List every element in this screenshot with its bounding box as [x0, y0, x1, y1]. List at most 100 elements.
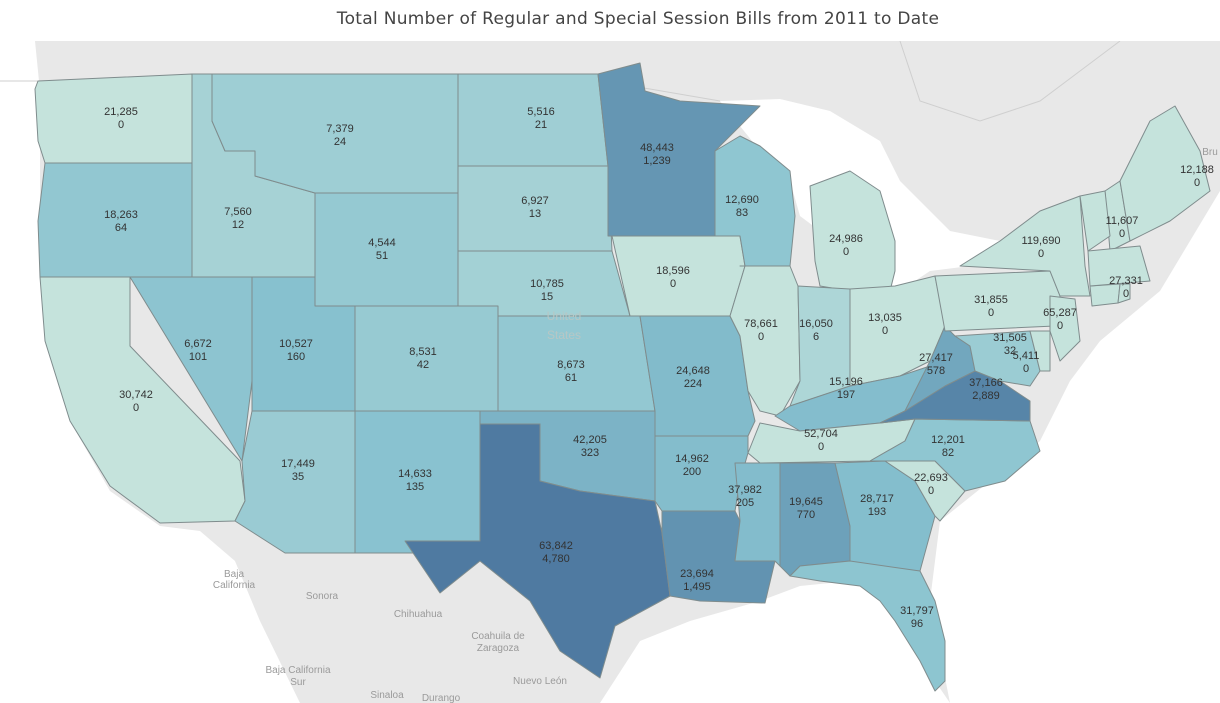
state-nj[interactable] — [1049, 295, 1081, 362]
state-wa-regular-label: 21,285 — [104, 106, 138, 118]
state-vt-special-label: 0 — [1119, 228, 1125, 240]
geo-label-durango: Durango — [422, 693, 461, 703]
state-mn[interactable] — [597, 62, 761, 237]
state-nd-special-label: 21 — [535, 119, 547, 131]
state-ma-special-label: 0 — [1123, 288, 1129, 300]
state-ms-special-label: 205 — [736, 497, 754, 509]
state-ct[interactable] — [1089, 283, 1121, 307]
state-ky-regular-label: 15,196 — [829, 376, 863, 388]
state-in-regular-label: 16,050 — [799, 318, 833, 330]
state-mi-regular-label: 24,986 — [829, 233, 863, 245]
state-ok-special-label: 323 — [581, 447, 599, 459]
state-wy-regular-label: 4,544 — [368, 237, 396, 249]
geo-label-bru: Bru — [1202, 147, 1218, 158]
state-ga-regular-label: 28,717 — [860, 493, 894, 505]
state-la-regular-label: 23,694 — [680, 568, 714, 580]
state-mi[interactable] — [809, 170, 896, 292]
state-ar[interactable] — [654, 435, 749, 512]
state-sd-regular-label: 6,927 — [521, 195, 549, 207]
state-or-special-label: 64 — [115, 222, 127, 234]
state-co-special-label: 42 — [417, 359, 429, 371]
state-il-regular-label: 78,661 — [744, 318, 778, 330]
state-ma-regular-label: 27,331 — [1109, 275, 1143, 287]
state-de[interactable] — [1029, 330, 1051, 372]
state-sc-regular-label: 22,693 — [914, 472, 948, 484]
state-ny[interactable] — [959, 195, 1091, 297]
choropleth-map[interactable]: 21,285018,2636430,74207,560126,6721017,3… — [0, 41, 1220, 703]
state-oh-special-label: 0 — [882, 325, 888, 337]
state-al-special-label: 770 — [797, 509, 815, 521]
state-fl[interactable] — [789, 560, 946, 692]
state-nd-regular-label: 5,516 — [527, 106, 555, 118]
state-il-special-label: 0 — [758, 331, 764, 343]
state-nd[interactable] — [457, 73, 609, 167]
state-me[interactable] — [1119, 105, 1211, 242]
state-ar-special-label: 200 — [683, 466, 701, 478]
state-ga-special-label: 193 — [868, 506, 886, 518]
state-ca-special-label: 0 — [133, 402, 139, 414]
state-mo-special-label: 224 — [684, 378, 702, 390]
state-id-special-label: 12 — [232, 219, 244, 231]
state-ny-regular-label: 119,690 — [1022, 235, 1061, 247]
state-ok-regular-label: 42,205 — [573, 434, 607, 446]
state-wv-regular-label: 27,417 — [919, 352, 953, 364]
state-az-special-label: 35 — [292, 471, 304, 483]
ocean-pacific — [0, 41, 300, 703]
state-ri[interactable] — [1117, 283, 1131, 304]
geo-label-bcs-2: Sur — [290, 677, 306, 688]
state-or-regular-label: 18,263 — [104, 209, 138, 221]
state-tx[interactable] — [404, 423, 671, 679]
state-ky-special-label: 197 — [837, 389, 855, 401]
geo-label-sinaloa: Sinaloa — [370, 690, 404, 701]
state-vt-regular-label: 11,607 — [1106, 215, 1139, 227]
state-wi[interactable] — [714, 135, 796, 267]
state-ma[interactable] — [1087, 245, 1151, 287]
state-ia-special-label: 0 — [670, 278, 676, 290]
state-ms[interactable] — [734, 462, 781, 567]
labels-layer: 21,285018,2636430,74207,560126,6721017,3… — [104, 106, 1214, 630]
ocean-atlantic — [930, 191, 1220, 703]
state-fl-special-label: 96 — [911, 618, 923, 630]
state-fl-regular-label: 31,797 — [900, 605, 934, 617]
state-wi-special-label: 83 — [736, 207, 748, 219]
state-ca-regular-label: 30,742 — [119, 389, 153, 401]
state-ia-regular-label: 18,596 — [656, 265, 690, 277]
geo-label-united-2: States — [547, 328, 581, 342]
state-al-regular-label: 19,645 — [789, 496, 823, 508]
state-nj-special-label: 0 — [1057, 320, 1063, 332]
state-wy-special-label: 51 — [376, 250, 388, 262]
state-tn-regular-label: 52,704 — [804, 428, 838, 440]
state-wa[interactable] — [34, 73, 193, 164]
state-nv-regular-label: 6,672 — [184, 338, 212, 350]
map-title: Total Number of Regular and Special Sess… — [336, 9, 940, 29]
state-nm-regular-label: 14,633 — [398, 468, 432, 480]
state-tn-special-label: 0 — [818, 441, 824, 453]
state-nm-special-label: 135 — [406, 481, 424, 493]
state-oh-regular-label: 13,035 — [868, 312, 902, 324]
geo-label-nuevo-leon: Nuevo León — [513, 676, 567, 687]
state-nc-regular-label: 12,201 — [931, 434, 965, 446]
state-in[interactable] — [789, 285, 851, 407]
geo-label-united-1: United — [547, 309, 582, 323]
state-vt[interactable] — [1079, 190, 1111, 252]
state-nv-special-label: 101 — [189, 351, 207, 363]
geo-label-chihuahua: Chihuahua — [394, 609, 443, 620]
state-sc-special-label: 0 — [928, 485, 934, 497]
state-il[interactable] — [729, 265, 801, 417]
state-de-regular-label: 5,411 — [1013, 350, 1040, 362]
state-ny-special-label: 0 — [1038, 248, 1044, 260]
state-nj-regular-label: 65,287 — [1043, 307, 1077, 319]
geo-label-sonora: Sonora — [306, 591, 339, 602]
state-md-special-label: 32 — [1004, 345, 1016, 357]
state-mn-regular-label: 48,443 — [640, 142, 674, 154]
state-wa-special-label: 0 — [118, 119, 124, 131]
state-va-regular-label: 37,166 — [969, 377, 1003, 389]
state-me-special-label: 0 — [1194, 177, 1200, 189]
state-wv-special-label: 578 — [927, 365, 945, 377]
states-layer — [34, 62, 1211, 692]
state-la[interactable] — [661, 510, 776, 604]
state-va-special-label: 2,889 — [972, 390, 1000, 402]
state-de-special-label: 0 — [1023, 363, 1029, 375]
state-nc-special-label: 82 — [942, 447, 954, 459]
state-az-regular-label: 17,449 — [281, 458, 315, 470]
